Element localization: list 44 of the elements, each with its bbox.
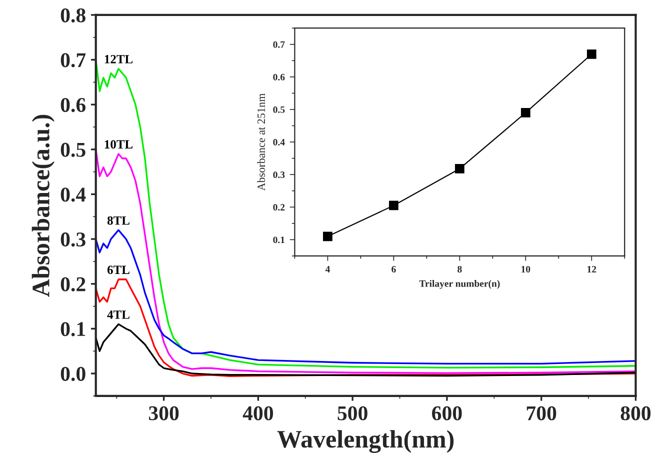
x-tick-label: 10 — [522, 266, 530, 273]
series-label: 10TL — [104, 140, 133, 149]
y-axis-title: Absorbance(a.u.) — [32, 114, 55, 297]
y-tick-label: 0.7 — [60, 53, 86, 68]
x-axis-title: Trilayer number(n) — [419, 280, 500, 289]
y-tick-label: 0.5 — [60, 142, 86, 157]
y-tick-label: 0.8 — [60, 8, 86, 22]
y-tick-label: 0.4 — [273, 138, 285, 146]
x-tick-label: 8 — [458, 266, 462, 273]
point — [586, 49, 596, 59]
x-tick-label: 600 — [432, 406, 462, 420]
y-tick-label: 0.6 — [273, 74, 285, 80]
series-label: 12TL — [104, 55, 133, 64]
x-axis-title: Wavelength(nm) — [277, 430, 454, 453]
series-label: 8TL — [107, 216, 130, 225]
x-tick-label: 300 — [148, 406, 179, 420]
y-tick-label: 0.1 — [60, 322, 86, 336]
y-tick-label: 0.0 — [60, 366, 86, 382]
series-label: 6TL — [107, 266, 130, 274]
line-series — [96, 323, 636, 377]
y-tick-label: 0.2 — [60, 277, 86, 292]
y-tick-label: 0.2 — [273, 204, 285, 211]
line-series — [96, 229, 636, 364]
x-tick-label: 700 — [526, 406, 556, 420]
line-series — [96, 278, 636, 378]
series-label: 4TL — [107, 310, 130, 319]
y-tick-label: 0.3 — [273, 171, 285, 178]
x-tick-label: 800 — [620, 406, 651, 420]
point — [520, 108, 530, 118]
y-tick-label: 0.4 — [60, 188, 86, 202]
x-tick-label: 500 — [338, 406, 368, 420]
x-tick-label: 12 — [588, 266, 596, 272]
y-tick-label: 0.3 — [60, 232, 86, 247]
y-tick-label: 0.7 — [273, 41, 285, 48]
y-tick-label: 0.1 — [273, 236, 284, 244]
y-tick-label: 0.6 — [60, 98, 86, 112]
x-tick-label: 400 — [242, 406, 274, 420]
x-tick-label: 4 — [325, 266, 330, 272]
point — [454, 164, 464, 174]
point — [388, 200, 398, 210]
point — [323, 232, 332, 242]
y-tick-label: 0.5 — [273, 106, 285, 113]
x-tick-label: 6 — [392, 266, 396, 273]
y-axis-title: Absorbance at 251nm — [257, 93, 266, 191]
